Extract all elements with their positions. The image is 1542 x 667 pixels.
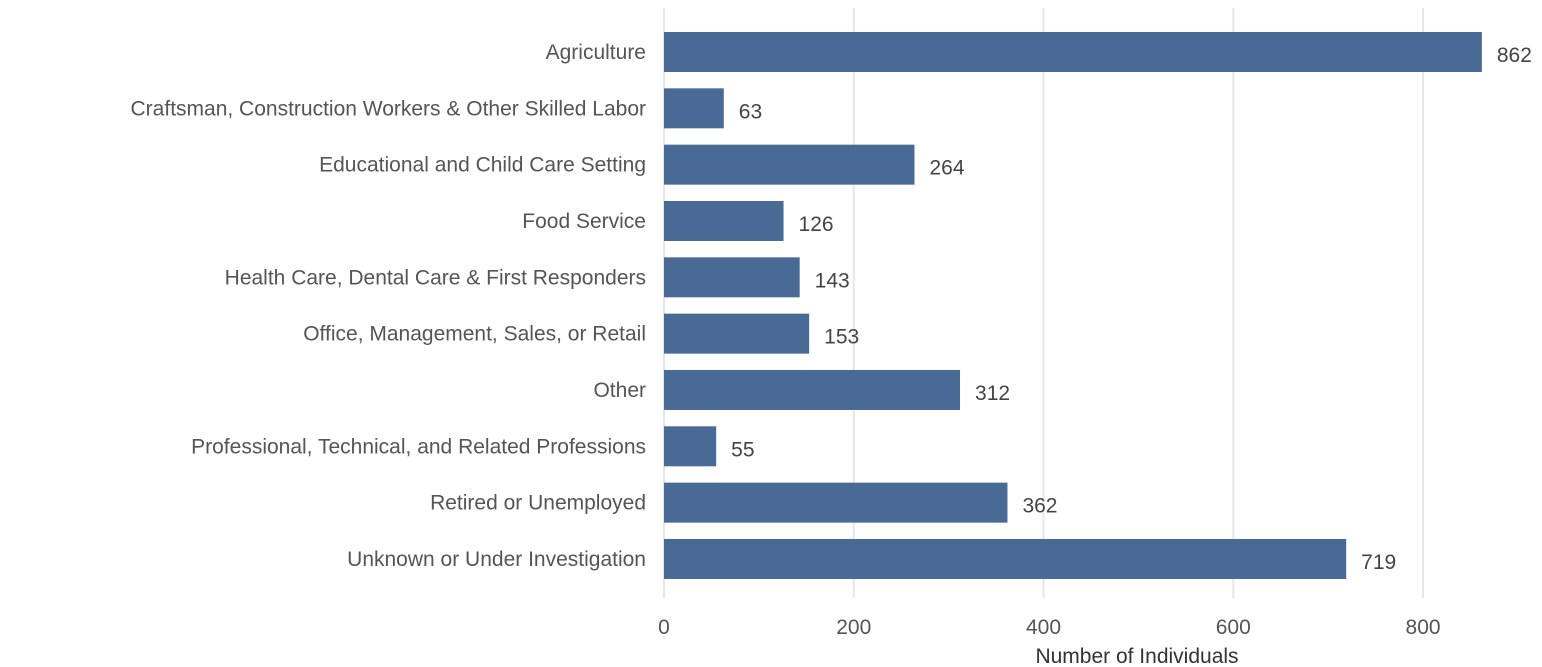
category-labels: Agriculture Craftsman, Construction Worke…	[131, 41, 646, 571]
data-label: 126	[799, 213, 834, 236]
bars	[664, 32, 1482, 579]
x-axis-title: Number of Individuals	[1035, 645, 1238, 667]
bar	[664, 144, 915, 185]
x-tick-label: 400	[1026, 616, 1061, 639]
category-label: Office, Management, Sales, or Retail	[303, 323, 646, 346]
bar	[664, 482, 1008, 523]
category-label: Retired or Unemployed	[430, 492, 646, 515]
x-tick-label: 800	[1406, 616, 1441, 639]
category-label: Food Service	[522, 210, 646, 233]
data-label: 312	[975, 382, 1010, 405]
category-label: Health Care, Dental Care & First Respond…	[225, 266, 646, 289]
data-label: 264	[929, 157, 964, 180]
bar	[664, 257, 800, 298]
category-label: Craftsman, Construction Workers & Other …	[131, 97, 646, 120]
category-label: Other	[593, 379, 646, 402]
data-label: 63	[739, 100, 762, 123]
data-label: 862	[1497, 44, 1532, 67]
bar	[664, 32, 1482, 72]
category-label: Agriculture	[546, 41, 646, 64]
bar	[664, 538, 1347, 579]
category-label: Unknown or Under Investigation	[347, 548, 646, 571]
data-label: 143	[815, 269, 850, 292]
data-label: 362	[1022, 495, 1057, 518]
bar	[664, 426, 717, 467]
data-label: 719	[1361, 551, 1396, 574]
bar	[664, 88, 724, 129]
x-axis-ticks: 0 200 400 600 800	[658, 616, 1440, 639]
category-label: Educational and Child Care Setting	[319, 154, 646, 177]
x-tick-label: 0	[658, 616, 670, 639]
bar	[664, 200, 784, 241]
x-tick-label: 200	[836, 616, 871, 639]
x-tick-label: 600	[1216, 616, 1251, 639]
value-labels: 862 63 264 126 143 153 312 55 362 719	[731, 44, 1532, 574]
category-label: Professional, Technical, and Related Pro…	[191, 435, 646, 458]
bar	[664, 369, 961, 410]
bar	[664, 313, 810, 354]
data-label: 55	[731, 438, 754, 461]
data-label: 153	[824, 326, 859, 349]
